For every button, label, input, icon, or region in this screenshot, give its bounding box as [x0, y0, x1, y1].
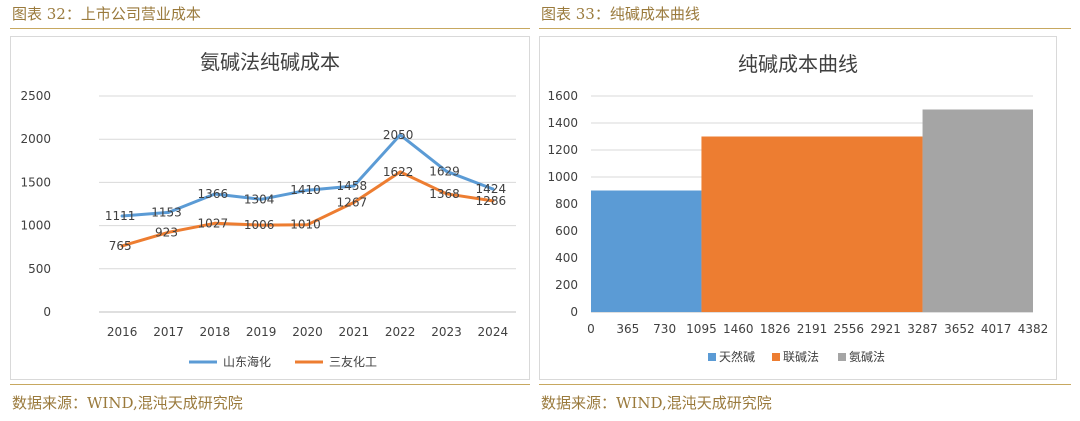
x-tick-label: 2022 [385, 325, 416, 339]
x-tick-label: 3652 [944, 322, 975, 336]
y-tick-label: 1400 [547, 116, 578, 130]
data-point [352, 201, 356, 205]
left-chart-panel: 氨碱法纯碱成本 0 500 1000 1500 2000 2500 2016 2017 2018 2… [10, 36, 530, 380]
y-tick-label: 400 [555, 251, 578, 265]
x-tick-label: 0 [587, 322, 595, 336]
x-tick-label: 2921 [870, 322, 901, 336]
data-label: 1006 [244, 218, 275, 232]
legend-swatch [772, 353, 780, 361]
data-label: 923 [155, 225, 178, 239]
data-point [491, 187, 495, 191]
y-tick-label: 1000 [20, 219, 51, 233]
x-tick-label: 4382 [1018, 322, 1049, 336]
x-tick-label: 1460 [723, 322, 754, 336]
x-tick-label: 2017 [153, 325, 184, 339]
x-tick-label: 3287 [907, 322, 938, 336]
x-tick-label: 2023 [431, 325, 462, 339]
data-point [167, 230, 170, 234]
legend-label: 天然碱 [719, 349, 755, 364]
x-tick-label: 1826 [760, 322, 791, 336]
y-tick-label: 0 [570, 305, 578, 319]
legend-label: 三友化工 [329, 355, 377, 369]
data-label: 765 [109, 239, 132, 253]
y-tick-label: 600 [555, 224, 578, 238]
x-tick-label: 4017 [981, 322, 1012, 336]
right-title-rule [539, 28, 1071, 29]
data-point [259, 197, 263, 201]
data-point [445, 192, 448, 196]
legend-label: 联碱法 [783, 350, 819, 364]
x-tick-label: 2020 [292, 325, 323, 339]
data-label: 1010 [290, 218, 321, 232]
data-label: 2050 [383, 128, 414, 142]
cost-block-3 [922, 109, 1033, 312]
data-label: 1622 [383, 165, 414, 179]
y-tick-label: 1600 [547, 89, 578, 103]
x-tick-label: 2019 [246, 325, 277, 339]
right-chart-panel: 纯碱成本曲线 0 200 400 600 800 1000 1200 1400 1600 0 365 7… [539, 36, 1057, 380]
data-point [491, 199, 495, 203]
y-tick-label: 1000 [547, 170, 578, 184]
data-label: 1424 [476, 182, 507, 196]
data-point [120, 244, 124, 248]
right-source-note: 数据来源：WIND,混沌天成研究院 [541, 394, 772, 412]
data-label: 1286 [476, 194, 507, 208]
data-label: 1366 [198, 187, 229, 201]
legend-swatch [838, 353, 846, 361]
left-figure-title: 图表 32：上市公司营业成本 [12, 5, 201, 23]
data-label: 1267 [337, 196, 368, 210]
x-tick-label: 2018 [200, 325, 231, 339]
right-cost-curve-chart: 纯碱成本曲线 0 200 400 600 800 1000 1200 1400 1600 0 365 7… [547, 52, 1049, 364]
data-point [398, 133, 402, 137]
data-point [120, 214, 124, 218]
data-label: 1410 [290, 183, 321, 197]
x-tick-label: 2016 [107, 325, 138, 339]
x-tick-label: 2024 [478, 325, 509, 339]
left-source-note: 数据来源：WIND,混沌天成研究院 [12, 394, 243, 412]
y-tick-label: 2500 [20, 89, 51, 103]
legend-label: 氨碱法 [849, 350, 885, 364]
legend-swatch [708, 353, 716, 361]
chart-title: 纯碱成本曲线 [738, 52, 858, 76]
data-point [259, 223, 263, 227]
data-label: 1458 [337, 179, 368, 193]
data-label: 1111 [105, 209, 136, 223]
data-label: 1368 [429, 187, 460, 201]
right-source-rule [539, 384, 1071, 385]
y-tick-label: 2000 [20, 132, 51, 146]
data-label: 1027 [198, 216, 229, 230]
y-tick-label: 800 [555, 197, 578, 211]
data-label: 1629 [429, 164, 460, 178]
data-point [306, 188, 309, 192]
data-label: 1153 [151, 205, 182, 219]
x-tick-label: 2021 [339, 325, 370, 339]
cost-block-2 [701, 136, 923, 312]
data-point [352, 184, 356, 188]
chart-title: 氨碱法纯碱成本 [200, 50, 340, 74]
x-tick-label: 2191 [797, 322, 828, 336]
y-tick-label: 500 [28, 262, 51, 276]
data-point [445, 169, 448, 173]
data-point [213, 221, 217, 225]
data-point [213, 192, 217, 196]
x-tick-label: 2556 [834, 322, 865, 336]
data-point [398, 170, 402, 174]
x-tick-label: 730 [653, 322, 676, 336]
legend-label: 山东海化 [223, 354, 271, 369]
right-figure-title: 图表 33：纯碱成本曲线 [541, 5, 700, 23]
data-point [167, 210, 170, 214]
left-title-rule [10, 28, 530, 29]
data-label: 1304 [244, 192, 275, 206]
left-line-chart: 氨碱法纯碱成本 0 500 1000 1500 2000 2500 2016 2017 2018 2… [20, 50, 516, 369]
y-tick-label: 0 [43, 305, 51, 319]
y-tick-label: 200 [555, 278, 578, 292]
y-tick-label: 1500 [20, 175, 51, 189]
x-tick-label: 1095 [686, 322, 717, 336]
data-point [306, 223, 309, 227]
x-tick-label: 365 [616, 322, 639, 336]
cost-block-1 [591, 190, 702, 312]
y-tick-label: 1200 [547, 143, 578, 157]
left-source-rule [10, 384, 530, 385]
